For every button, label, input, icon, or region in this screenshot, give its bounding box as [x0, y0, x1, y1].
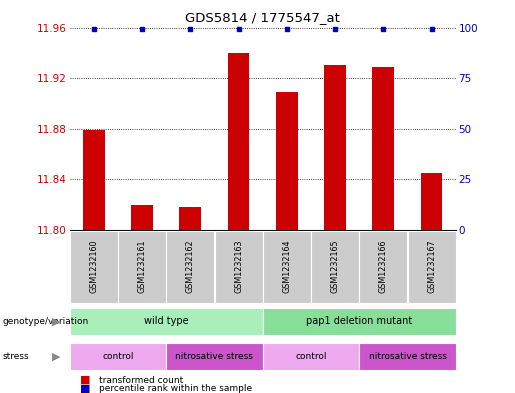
Text: ▶: ▶: [53, 352, 61, 362]
Bar: [408, 231, 456, 303]
Bar: [131, 205, 153, 230]
Bar: [70, 343, 166, 370]
Text: genotype/variation: genotype/variation: [3, 317, 89, 326]
Bar: [179, 207, 201, 230]
Text: ■: ■: [80, 375, 90, 385]
Text: GSM1232161: GSM1232161: [138, 240, 146, 293]
Text: GSM1232160: GSM1232160: [89, 240, 98, 293]
Bar: [83, 130, 105, 230]
Text: GSM1232165: GSM1232165: [331, 240, 339, 293]
Text: nitrosative stress: nitrosative stress: [176, 352, 253, 361]
Text: GSM1232162: GSM1232162: [186, 240, 195, 293]
Bar: [421, 173, 442, 230]
Text: control: control: [295, 352, 327, 361]
Text: nitrosative stress: nitrosative stress: [369, 352, 447, 361]
Text: transformed count: transformed count: [99, 376, 184, 384]
Text: control: control: [102, 352, 133, 361]
Text: ▶: ▶: [53, 316, 61, 326]
Text: ■: ■: [80, 383, 90, 393]
Text: stress: stress: [3, 352, 29, 361]
Bar: [70, 308, 263, 334]
Bar: [166, 231, 214, 303]
Bar: [263, 308, 456, 334]
Bar: [372, 67, 394, 230]
Bar: [276, 92, 298, 230]
Text: percentile rank within the sample: percentile rank within the sample: [99, 384, 252, 393]
Text: pap1 deletion mutant: pap1 deletion mutant: [306, 316, 413, 326]
Bar: [311, 231, 359, 303]
Bar: [359, 231, 407, 303]
Bar: [324, 66, 346, 230]
Bar: [359, 343, 456, 370]
Bar: [166, 343, 263, 370]
Text: GSM1232167: GSM1232167: [427, 240, 436, 293]
Bar: [228, 53, 249, 230]
Bar: [263, 343, 359, 370]
Bar: [263, 231, 311, 303]
Title: GDS5814 / 1775547_at: GDS5814 / 1775547_at: [185, 11, 340, 24]
Text: GSM1232163: GSM1232163: [234, 240, 243, 293]
Bar: [70, 231, 117, 303]
Text: wild type: wild type: [144, 316, 188, 326]
Text: GSM1232164: GSM1232164: [282, 240, 291, 293]
Bar: [118, 231, 166, 303]
Bar: [215, 231, 263, 303]
Text: GSM1232166: GSM1232166: [379, 240, 388, 293]
